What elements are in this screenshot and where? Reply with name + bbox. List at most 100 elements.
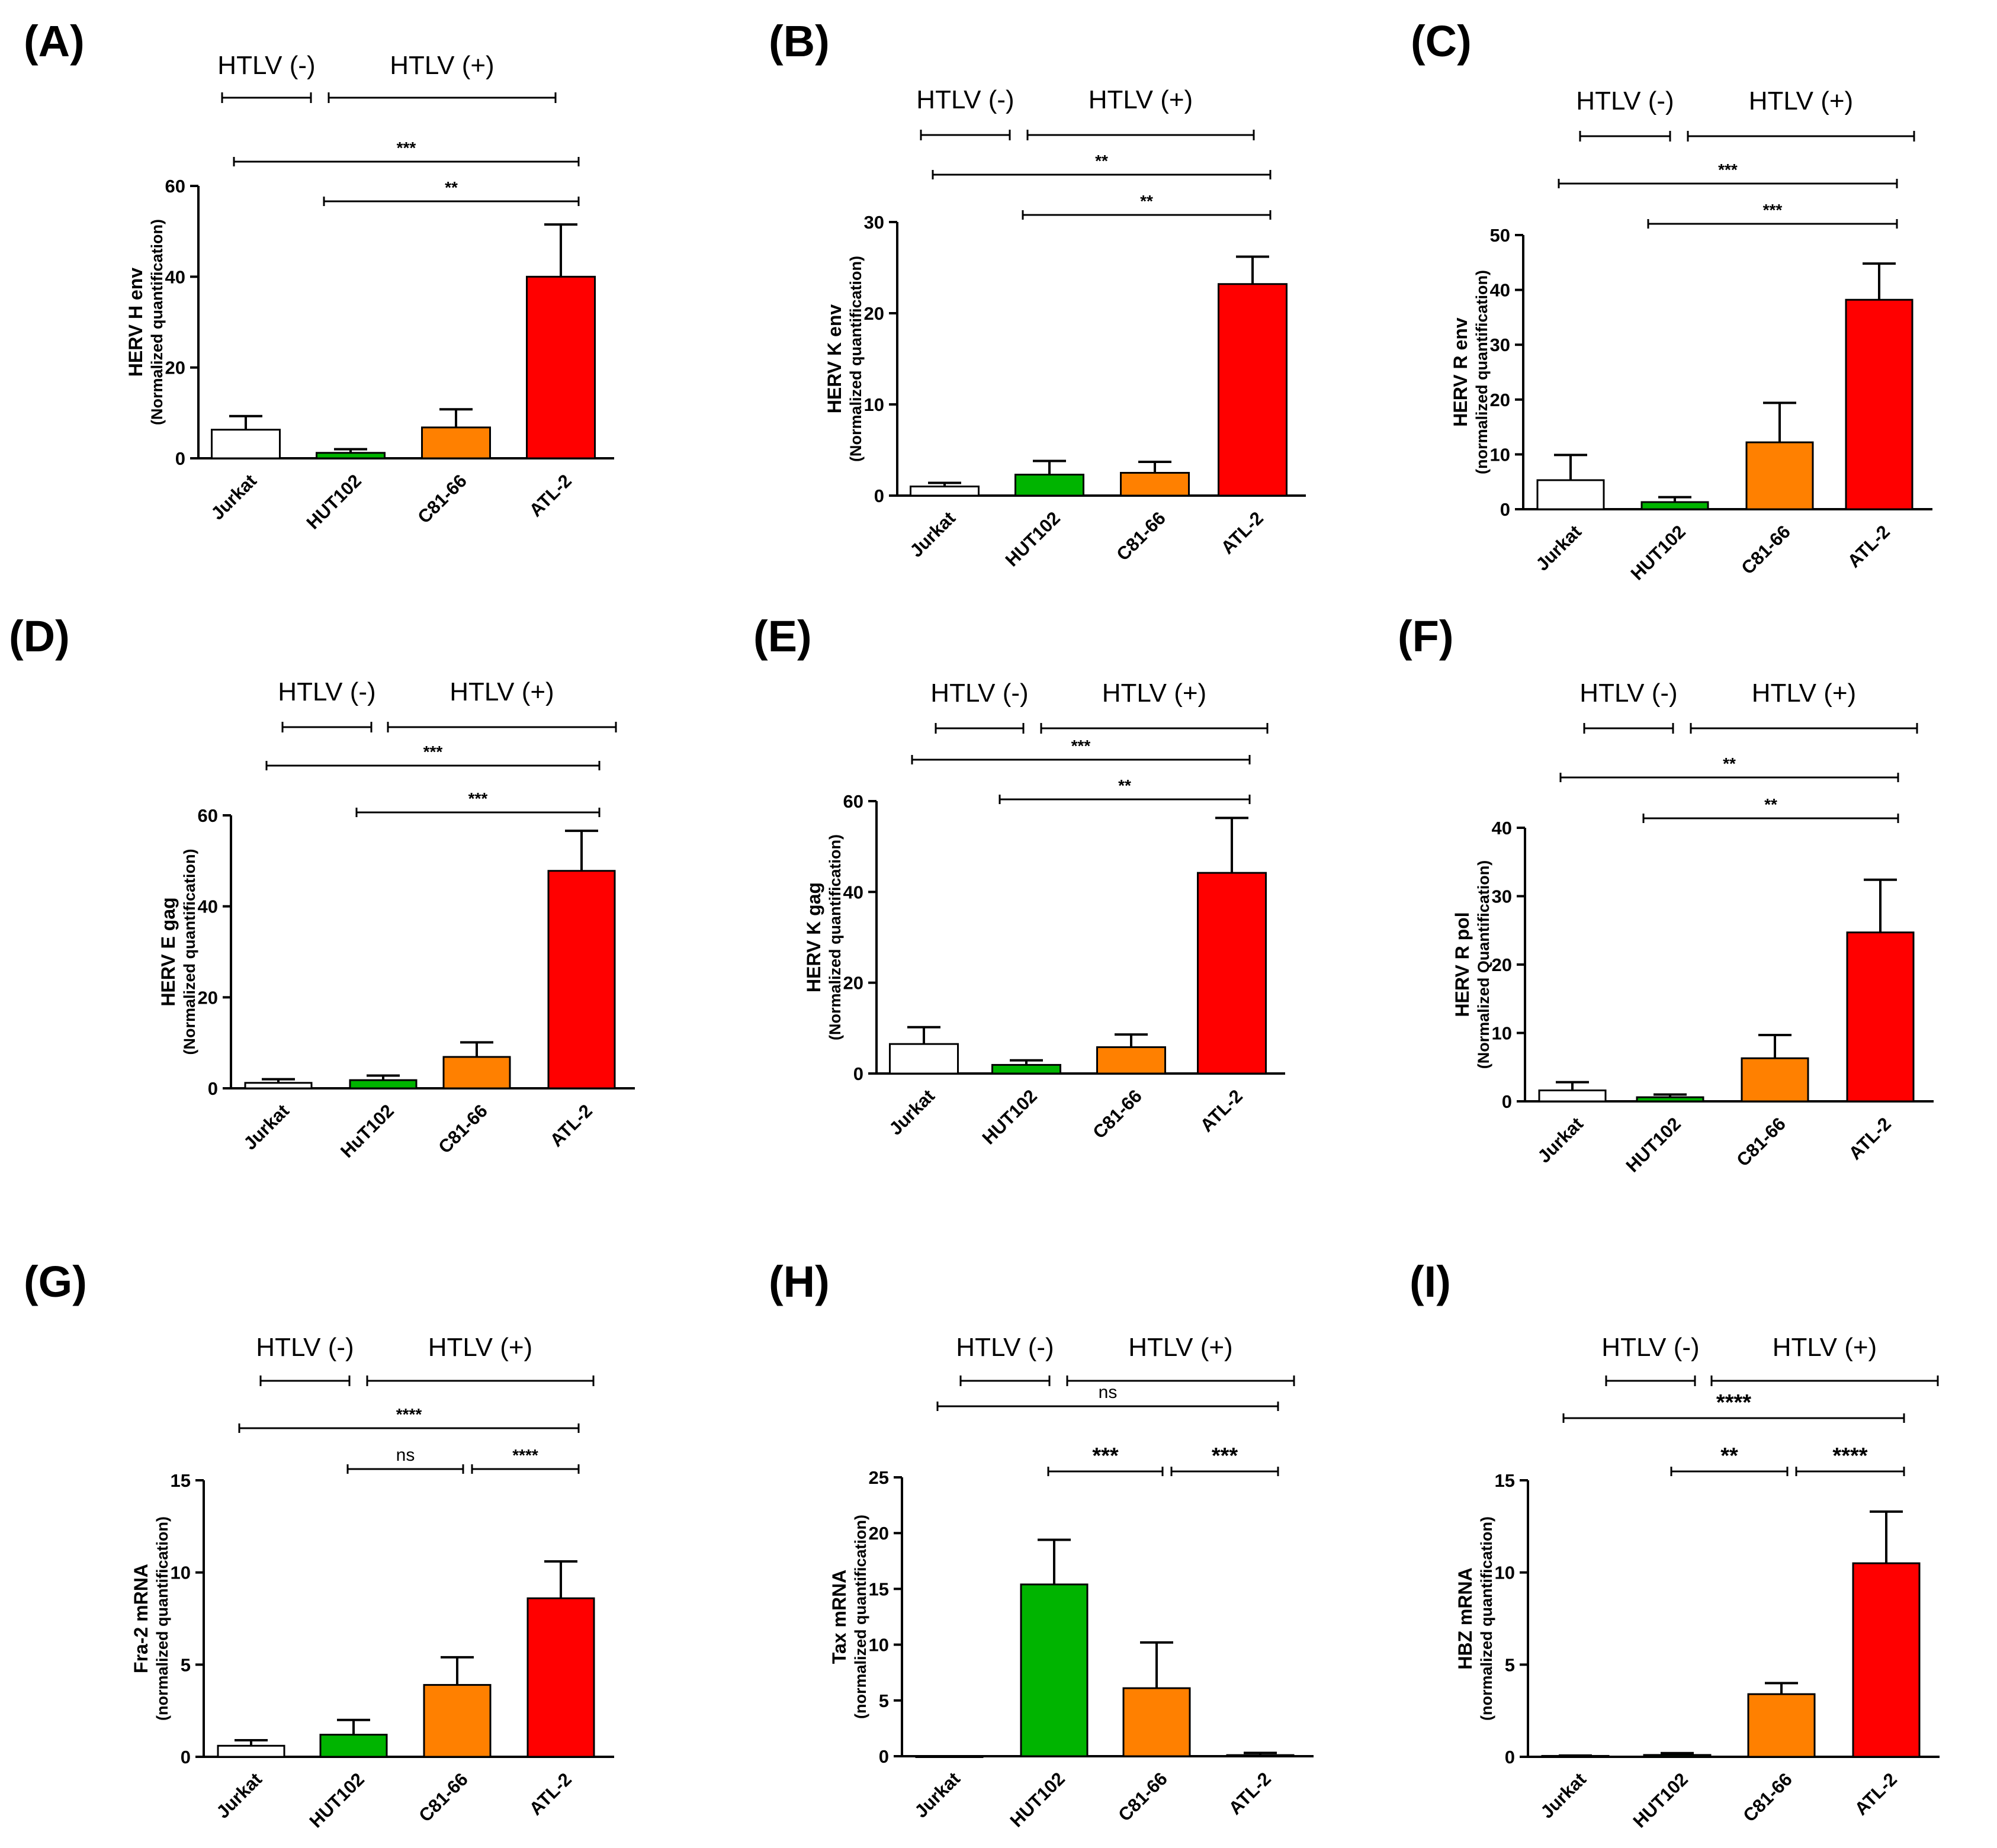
- bar: [1226, 1754, 1295, 1757]
- htlv-positive-label: HTLV (+): [1102, 679, 1206, 708]
- chart-panel: (G) HTLV (-) HTLV (+) **** ns **** 0 5 10 15 Fra-2…: [24, 1257, 614, 1832]
- y-tick-label: 40: [165, 266, 185, 287]
- y-axis-label: HERV K env: [824, 304, 845, 414]
- htlv-positive-label: HTLV (+): [1773, 1333, 1877, 1362]
- bar: [547, 870, 616, 1089]
- significance-label: ****: [396, 1405, 422, 1423]
- category-label: ATL-2: [525, 470, 576, 520]
- category-label: Jurkat: [910, 1768, 964, 1822]
- bar: [915, 1755, 984, 1758]
- y-tick-label: 15: [171, 1470, 191, 1491]
- bar: [910, 486, 980, 497]
- category-label: Jurkat: [1536, 1769, 1590, 1823]
- category-label: HUT102: [303, 470, 365, 533]
- bar: [889, 1043, 959, 1075]
- y-axis-sublabel: (Normalized Quantification): [1475, 860, 1492, 1069]
- panel-label: (G): [24, 1257, 87, 1306]
- y-axis-label: HERV E gag: [158, 897, 179, 1006]
- category-label: HUT102: [1629, 1769, 1692, 1831]
- category-label: ATL-2: [1217, 507, 1267, 558]
- significance-label: ****: [1716, 1390, 1751, 1415]
- significance-label: **: [1723, 754, 1736, 773]
- y-tick-label: 60: [198, 805, 218, 826]
- category-label: C81-66: [434, 1100, 492, 1158]
- y-axis-sublabel: (Normalized quantification): [847, 256, 865, 462]
- significance-label: ***: [1212, 1444, 1238, 1468]
- y-axis-sublabel: (normalized quantification): [1478, 1516, 1495, 1721]
- bar: [1020, 1583, 1089, 1757]
- significance-label: **: [1118, 776, 1131, 795]
- htlv-positive-label: HTLV (+): [1089, 85, 1193, 114]
- bar: [319, 1734, 388, 1758]
- category-label: Jurkat: [212, 1769, 266, 1823]
- category-label: C81-66: [1089, 1085, 1146, 1143]
- significance-label: ****: [512, 1446, 538, 1464]
- y-tick-label: 25: [869, 1467, 889, 1488]
- significance-label: ****: [1832, 1444, 1867, 1468]
- y-tick-label: 0: [853, 1063, 863, 1084]
- panel-label: (H): [769, 1257, 830, 1306]
- y-tick-label: 0: [1502, 1091, 1512, 1112]
- bar: [1096, 1046, 1166, 1075]
- y-tick-label: 10: [1495, 1563, 1515, 1583]
- panel-label: (D): [9, 612, 70, 661]
- y-axis-sublabel: (Normalized quantification): [148, 219, 166, 425]
- bar: [1122, 1687, 1191, 1757]
- category-label: C81-66: [1114, 1768, 1171, 1825]
- significance-label: ***: [423, 743, 443, 761]
- category-label: ATL-2: [525, 1769, 576, 1819]
- panel-label: (E): [753, 612, 812, 661]
- significance-label: **: [445, 178, 458, 197]
- significance-label: ***: [1763, 201, 1783, 219]
- htlv-negative-label: HTLV (-): [956, 1333, 1054, 1362]
- chart-panel: (B) HTLV (-) HTLV (+) ** ** 0 10 20 30 HERV K env…: [769, 17, 1306, 571]
- bar: [991, 1063, 1061, 1075]
- category-label: Jurkat: [906, 507, 959, 561]
- bar: [1536, 479, 1605, 510]
- bar: [1846, 931, 1915, 1103]
- bar: [1120, 472, 1190, 497]
- category-label: C81-66: [1737, 521, 1794, 578]
- significance-label: **: [1095, 152, 1108, 170]
- bar: [1643, 1754, 1712, 1758]
- y-tick-label: 5: [879, 1690, 889, 1711]
- htlv-negative-label: HTLV (-): [217, 51, 315, 80]
- bar: [442, 1056, 511, 1089]
- panel-label: (B): [769, 17, 830, 66]
- category-label: ATL-2: [1844, 521, 1894, 571]
- y-axis-sublabel: (normalized quantification): [852, 1515, 869, 1719]
- y-tick-label: 0: [181, 1747, 191, 1767]
- htlv-positive-label: HTLV (+): [390, 51, 494, 80]
- bar: [421, 426, 491, 459]
- y-tick-label: 20: [198, 987, 218, 1008]
- y-tick-label: 40: [843, 882, 863, 902]
- category-label: C81-66: [1732, 1113, 1790, 1171]
- bar: [1640, 501, 1709, 510]
- y-tick-label: 15: [869, 1579, 889, 1599]
- htlv-negative-label: HTLV (-): [930, 679, 1028, 708]
- category-label: HUT102: [306, 1769, 368, 1831]
- y-tick-label: 20: [843, 973, 863, 994]
- chart-panel: (C) HTLV (-) HTLV (+) *** *** 0 10 20 30 40 50 HERV…: [1411, 17, 1932, 584]
- htlv-negative-label: HTLV (-): [1579, 679, 1677, 708]
- y-tick-label: 30: [1492, 886, 1512, 907]
- category-label: C81-66: [1739, 1769, 1796, 1826]
- bar: [526, 275, 596, 459]
- significance-label: **: [1764, 795, 1777, 814]
- y-axis-label: HERV R pol: [1452, 912, 1473, 1017]
- category-label: ATL-2: [1225, 1768, 1275, 1818]
- chart-panel: (F) HTLV (-) HTLV (+) ** ** 0 10 20 30 40 HERV R p…: [1398, 612, 1934, 1177]
- bar: [1541, 1754, 1610, 1758]
- htlv-negative-label: HTLV (-): [1601, 1333, 1699, 1362]
- y-tick-label: 20: [869, 1523, 889, 1544]
- bar: [211, 429, 281, 459]
- significance-label: ns: [1099, 1383, 1118, 1402]
- significance-label: ***: [1092, 1444, 1119, 1468]
- bar: [526, 1597, 595, 1758]
- bar: [1218, 283, 1288, 497]
- y-tick-label: 10: [864, 394, 884, 415]
- chart-panel: (D) HTLV (-) HTLV (+) *** *** 0 20 40 60 HERV E g…: [9, 612, 635, 1162]
- significance-label: ***: [468, 789, 488, 808]
